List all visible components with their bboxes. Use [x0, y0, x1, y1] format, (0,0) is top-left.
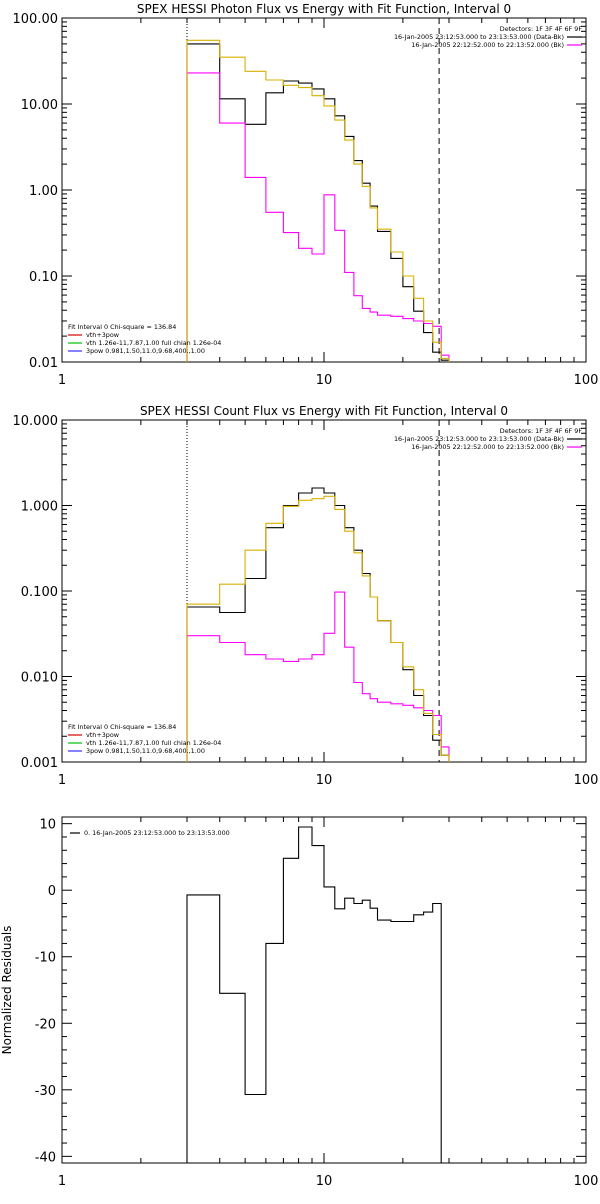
y-tick-label: 0.010 — [21, 671, 58, 686]
legend-fit-entry: vth+3pow — [86, 731, 119, 739]
legend-detectors: Detectors: 1F 3F 4F 6F 9F — [500, 427, 583, 435]
legend-fit-entry: vth+3pow — [86, 331, 119, 339]
x-tick-label: 1 — [58, 373, 66, 388]
y-tick-label: -40 — [35, 1150, 56, 1165]
legend-entry: 0. 16-Jan-2005 23:12:53.000 to 23:13:53.… — [84, 829, 230, 837]
y-tick-label: 10 — [39, 818, 56, 833]
legend-fit-header: Fit Interval 0 Chi-square = 136.84 — [68, 323, 176, 331]
legend-fit-entry: vth 1.26e-11,7.87,1.00 full chian 1.26e-… — [86, 739, 221, 747]
y-tick-label: -20 — [35, 1017, 56, 1032]
x-tick-label: 1 — [58, 1174, 66, 1189]
x-tick-label: 10 — [316, 373, 333, 388]
x-tick-label: 100 — [574, 373, 599, 388]
legend-fit-header: Fit Interval 0 Chi-square = 136.84 — [68, 723, 176, 731]
series-1-step-line — [186, 826, 442, 1163]
y-tick-label: 1.000 — [21, 500, 58, 515]
legend-top-entry: 16-Jan-2005 23:12:53.000 to 23:13:53.000… — [394, 435, 564, 443]
chart-panel-2: 1 10 100 0.001 0.010 0.100 1.000 10.000 SPEX HES… — [13, 404, 599, 788]
chart-title: SPEX HESSI Count Flux vs Energy with Fit… — [140, 404, 508, 418]
legend-fit-entry: vth 1.26e-11,7.87,1.00 full chian 1.26e-… — [86, 339, 221, 347]
y-tick-label: 0.01 — [29, 356, 58, 371]
plot-frame — [61, 17, 587, 363]
series-1-step-line — [186, 487, 450, 762]
y-tick-label: 0.100 — [21, 585, 58, 600]
x-tick-label: 100 — [574, 1174, 599, 1189]
x-tick-label: 100 — [574, 773, 599, 788]
series-2-step-line — [186, 72, 450, 362]
legend-fit-entry: 3pow 0.981,1.50,11.0,9.68,400.,1.00 — [86, 747, 205, 755]
y-tick-label: -30 — [35, 1084, 56, 1099]
series-3-step-line — [186, 39, 450, 362]
legend-detectors: Detectors: 1F 3F 4F 6F 9F — [500, 25, 583, 33]
x-tick-label: 10 — [316, 773, 333, 788]
chart-panel-1: 1 10 100 0.01 0.10 1.00 10.00 100.00 SPEX HESSI … — [13, 2, 599, 388]
x-tick-label: 1 — [58, 773, 66, 788]
legend-top-entry: 16-Jan-2005 22:12:52.000 to 22:13:52.000… — [411, 41, 564, 49]
series-2-step-line — [186, 591, 450, 762]
y-tick-label: 10.000 — [13, 414, 59, 429]
data-area — [186, 826, 442, 1163]
legend-top-entry: 16-Jan-2005 23:12:53.000 to 23:13:53.000… — [394, 33, 564, 41]
y-tick-label: 100.00 — [13, 12, 59, 27]
data-area — [186, 487, 450, 762]
legend-top-entry: 16-Jan-2005 22:12:52.000 to 22:13:52.000… — [411, 443, 564, 451]
y-tick-label: 0.001 — [21, 756, 58, 771]
y-tick-label: 0 — [48, 884, 56, 899]
chart-title: SPEX HESSI Photon Flux vs Energy with Fi… — [137, 2, 511, 16]
data-area — [186, 39, 450, 362]
y-tick-label: 10.00 — [21, 98, 58, 113]
y-tick-label: 1.00 — [29, 184, 58, 199]
legend-fit-entry: 3pow 0.981,1.50,11.0,9.68,400.,1.00 — [86, 347, 205, 355]
chart-panel-3: 1 10 100 -40 -30 -20 -10 0 10 Normalized Residual… — [0, 816, 599, 1189]
x-tick-label: 10 — [316, 1174, 333, 1189]
plot-frame — [61, 419, 587, 763]
y-tick-label: -10 — [35, 951, 56, 966]
y-tick-label: 0.10 — [29, 270, 58, 285]
y-axis-label: Normalized Residuals — [0, 926, 14, 1055]
series-3-step-line — [186, 495, 450, 762]
series-1-step-line — [186, 43, 450, 362]
